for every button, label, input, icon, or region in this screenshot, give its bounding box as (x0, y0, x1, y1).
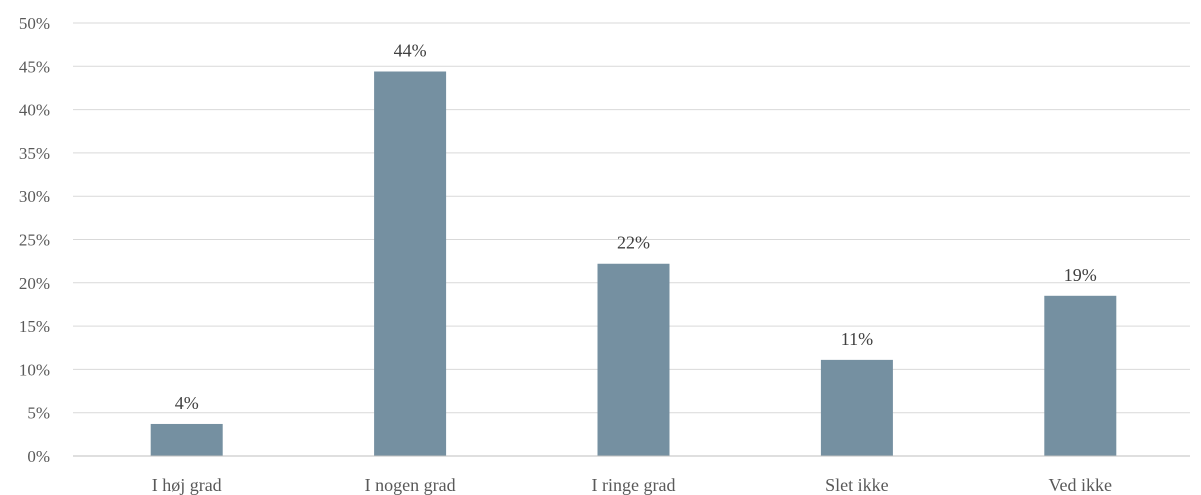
x-category-label: I nogen grad (365, 475, 456, 495)
y-axis-tick-labels: 0% 5% 10% 15% 20% 25% 30% 35% 40% 45% 50% (19, 14, 50, 466)
y-tick-label: 35% (19, 144, 50, 163)
gridlines (73, 22, 1190, 414)
x-category-label: I ringe grad (592, 475, 676, 495)
bar (1044, 295, 1117, 456)
bar (150, 423, 223, 456)
bars (150, 71, 1117, 456)
x-category-label: I høj grad (152, 475, 222, 495)
bar (597, 263, 670, 456)
y-tick-label: 50% (19, 14, 50, 33)
x-category-label: Ved ikke (1049, 475, 1112, 495)
data-label: 19% (1064, 265, 1097, 285)
x-category-label: Slet ikke (825, 475, 889, 495)
y-tick-label: 45% (19, 57, 50, 76)
data-labels: 4% 44% 22% 11% 19% (175, 40, 1097, 412)
bar (820, 359, 893, 456)
data-label: 11% (841, 329, 873, 349)
y-tick-label: 25% (19, 231, 50, 250)
x-axis-category-labels: I høj grad I nogen grad I ringe grad Slet i… (152, 475, 1112, 495)
data-label: 44% (394, 40, 427, 60)
y-tick-label: 20% (19, 274, 50, 293)
y-tick-label: 5% (27, 404, 50, 423)
data-label: 22% (617, 233, 650, 253)
data-label: 4% (175, 393, 199, 413)
bar (374, 71, 447, 456)
y-tick-label: 10% (19, 360, 50, 379)
y-tick-label: 40% (19, 101, 50, 120)
y-tick-label: 15% (19, 317, 50, 336)
y-tick-label: 0% (27, 447, 50, 466)
y-tick-label: 30% (19, 187, 50, 206)
